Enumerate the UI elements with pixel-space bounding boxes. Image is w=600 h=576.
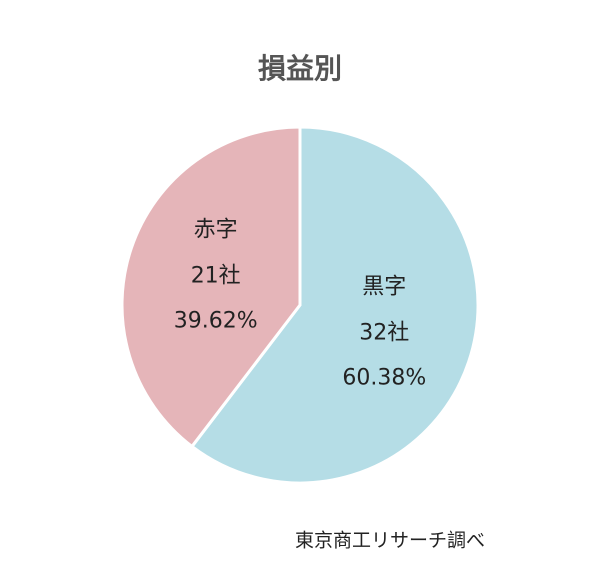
chart-title: 損益別 xyxy=(258,52,342,85)
source-note: 東京商工リサーチ調べ xyxy=(295,530,485,552)
slice-value-label: 39.62% xyxy=(174,308,258,333)
slice-category-label: 黒字 xyxy=(362,275,406,300)
pie-slice xyxy=(189,125,480,485)
pie-slice xyxy=(120,125,302,449)
slice-value-label: 60.38% xyxy=(342,366,426,391)
slice-count-label: 32社 xyxy=(359,321,409,346)
slice-category-label: 赤字 xyxy=(194,217,238,242)
slice-count-label: 21社 xyxy=(191,263,241,288)
